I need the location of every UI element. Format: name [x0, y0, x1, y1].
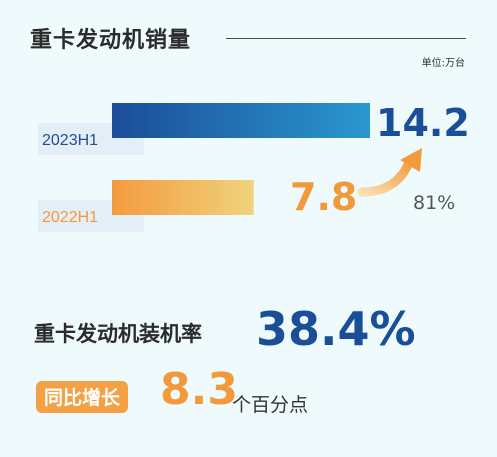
yoy-growth-value: 8.3 [160, 364, 238, 415]
title-divider [226, 38, 466, 39]
growth-arrowhead-icon [400, 148, 422, 172]
growth-arrow-icon [357, 155, 415, 197]
category-label-2023h1: 2023H1 [42, 132, 98, 149]
bar-chart: 2023H1 2022H1 14.2 7.8 81% [38, 101, 470, 232]
unit-label: 单位:万台 [421, 58, 465, 69]
bar-2023h1 [112, 103, 370, 138]
value-label-2023h1: 14.2 [376, 101, 470, 145]
growth-percent-label: 81% [413, 192, 455, 214]
category-label-2022h1: 2022H1 [42, 209, 98, 226]
install-rate-label: 重卡发动机装机率 [34, 322, 202, 346]
yoy-growth-unit: 个百分点 [232, 394, 309, 416]
bar-2022h1 [112, 180, 254, 215]
yoy-growth-badge: 同比增长 [36, 381, 129, 413]
value-label-2022h1: 7.8 [290, 175, 357, 219]
install-rate-value: 38.4% [256, 302, 416, 356]
chart-title: 重卡发动机销量 [30, 28, 192, 53]
